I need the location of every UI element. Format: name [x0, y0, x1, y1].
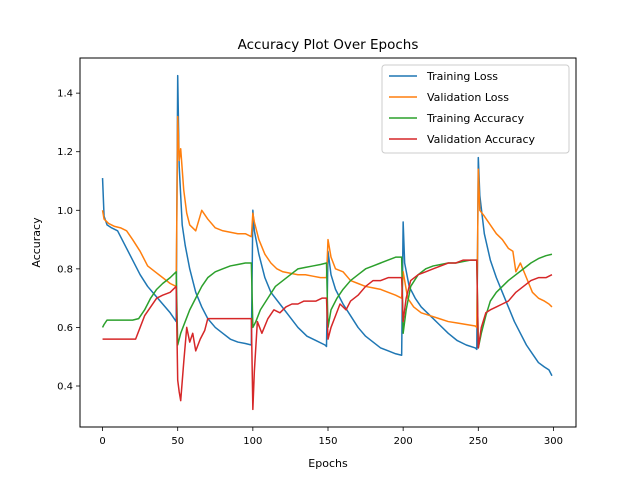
plot-lines [101, 74, 553, 411]
y-tick-label: 1.0 [57, 206, 73, 217]
y-axis-label: Accuracy [30, 217, 43, 268]
y-tick-label: 1.2 [57, 147, 73, 158]
x-tick-label: 100 [243, 436, 262, 447]
y-tick-label: 1.4 [57, 89, 73, 100]
y-axis: 0.4 0.6 0.8 1.0 1.2 1.4 [57, 89, 80, 393]
legend-box [381, 64, 570, 154]
series-line-3 [102, 259, 553, 411]
series-line-1 [101, 115, 553, 329]
x-axis-label: Epochs [308, 457, 348, 470]
legend-label-0: Training Loss [426, 70, 498, 83]
legend-label-3: Validation Accuracy [427, 133, 536, 146]
y-tick-label: 0.4 [57, 382, 73, 393]
x-tick-label: 50 [171, 436, 184, 447]
legend: Training Loss Validation Loss Training Acc… [381, 64, 570, 154]
y-tick-label: 0.6 [57, 323, 73, 334]
legend-label-1: Validation Loss [427, 91, 509, 104]
y-tick-label: 0.8 [57, 264, 73, 275]
x-axis: 0 50 100 150 200 250 300 [99, 427, 563, 447]
x-tick-label: 300 [544, 436, 563, 447]
x-tick-label: 250 [469, 436, 488, 447]
legend-label-2: Training Accuracy [426, 112, 525, 125]
x-tick-label: 0 [99, 436, 105, 447]
x-tick-label: 200 [394, 436, 413, 447]
chart-title: Accuracy Plot Over Epochs [238, 37, 419, 53]
x-tick-label: 150 [318, 436, 337, 447]
